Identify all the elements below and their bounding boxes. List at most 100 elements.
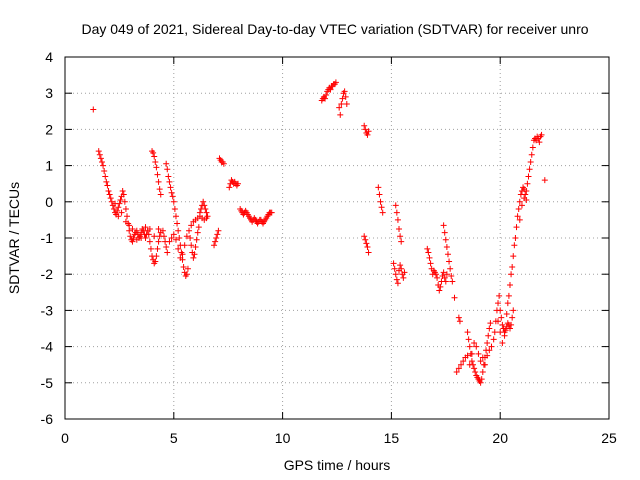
data-point bbox=[194, 229, 201, 236]
data-point bbox=[401, 269, 408, 276]
data-point bbox=[117, 196, 124, 203]
y-tick-label: -4 bbox=[41, 339, 54, 355]
data-point bbox=[118, 209, 125, 216]
data-point bbox=[163, 160, 170, 167]
y-tick-label: -2 bbox=[41, 266, 54, 282]
data-point bbox=[192, 244, 199, 251]
data-point bbox=[186, 227, 193, 234]
data-point bbox=[163, 244, 170, 251]
data-point bbox=[364, 244, 371, 251]
y-tick-label: 0 bbox=[45, 194, 53, 210]
data-point bbox=[193, 236, 200, 243]
data-point bbox=[122, 218, 129, 225]
data-point bbox=[446, 258, 453, 265]
data-point bbox=[441, 229, 448, 236]
data-point bbox=[440, 269, 447, 276]
data-point bbox=[171, 206, 178, 213]
data-point bbox=[322, 95, 329, 102]
data-point bbox=[164, 249, 171, 256]
data-point bbox=[427, 260, 434, 267]
data-point bbox=[327, 86, 334, 93]
data-point bbox=[268, 209, 275, 216]
data-point bbox=[338, 101, 345, 108]
data-point bbox=[155, 178, 162, 185]
data-point bbox=[516, 198, 523, 205]
x-tick-labels: 0 5 10 15 20 25 bbox=[61, 430, 617, 446]
data-point bbox=[485, 332, 492, 339]
data-point bbox=[437, 283, 444, 290]
data-point bbox=[506, 325, 513, 332]
data-point bbox=[106, 191, 113, 198]
data-point bbox=[505, 292, 512, 299]
data-point bbox=[443, 244, 450, 251]
y-tick-label: -5 bbox=[41, 375, 54, 391]
data-point bbox=[394, 280, 401, 287]
data-point bbox=[508, 271, 515, 278]
data-point bbox=[464, 329, 471, 336]
data-point bbox=[138, 235, 145, 241]
data-point bbox=[516, 216, 523, 223]
data-point bbox=[528, 151, 535, 158]
data-point bbox=[183, 233, 190, 240]
data-point bbox=[455, 365, 462, 372]
data-point bbox=[498, 314, 505, 321]
data-point bbox=[478, 376, 485, 383]
data-point bbox=[518, 202, 525, 209]
chart-title: Day 049 of 2021, Sidereal Day-to-day VTE… bbox=[81, 21, 588, 37]
data-point bbox=[468, 358, 475, 365]
data-point bbox=[151, 153, 158, 160]
data-point bbox=[152, 258, 159, 265]
data-point bbox=[512, 235, 519, 241]
data-point bbox=[501, 332, 508, 339]
data-point bbox=[393, 276, 400, 283]
data-point bbox=[166, 238, 173, 245]
data-point bbox=[488, 343, 495, 350]
y-tick-label: -3 bbox=[41, 302, 54, 318]
data-point bbox=[499, 339, 506, 346]
data-point bbox=[181, 242, 188, 249]
data-point bbox=[174, 220, 181, 227]
data-point bbox=[152, 158, 159, 165]
data-point bbox=[157, 191, 164, 198]
data-point bbox=[479, 368, 486, 375]
data-point bbox=[523, 187, 530, 194]
data-point bbox=[504, 300, 511, 307]
data-point bbox=[391, 265, 398, 272]
data-points bbox=[90, 79, 548, 386]
data-point bbox=[361, 122, 368, 129]
data-point bbox=[195, 224, 202, 231]
data-point bbox=[365, 249, 372, 256]
data-point bbox=[460, 358, 467, 365]
data-point bbox=[477, 379, 484, 386]
data-point bbox=[468, 350, 475, 357]
data-point bbox=[486, 347, 493, 354]
data-point bbox=[526, 166, 533, 173]
data-point bbox=[126, 227, 133, 234]
data-point bbox=[477, 358, 484, 365]
data-point bbox=[522, 191, 529, 198]
data-point bbox=[183, 271, 190, 278]
data-point bbox=[97, 155, 104, 162]
data-point bbox=[154, 245, 161, 252]
data-point bbox=[155, 225, 162, 232]
data-point bbox=[180, 263, 187, 270]
data-point bbox=[449, 278, 456, 285]
data-point bbox=[444, 251, 451, 258]
data-point bbox=[172, 213, 179, 220]
data-point bbox=[451, 294, 458, 301]
data-point bbox=[495, 300, 502, 307]
data-point bbox=[455, 314, 462, 321]
data-point bbox=[212, 238, 219, 245]
x-tick-label: 15 bbox=[384, 430, 400, 446]
data-point bbox=[495, 318, 502, 325]
data-point bbox=[396, 225, 403, 232]
data-point bbox=[377, 198, 384, 205]
data-point bbox=[201, 202, 208, 209]
data-point bbox=[90, 106, 97, 113]
data-point bbox=[487, 320, 494, 327]
data-point bbox=[458, 361, 465, 368]
data-point bbox=[108, 198, 115, 205]
x-tick-label: 10 bbox=[275, 430, 291, 446]
data-point bbox=[337, 111, 344, 118]
y-axis-label: SDTVAR / TECUs bbox=[6, 182, 22, 294]
